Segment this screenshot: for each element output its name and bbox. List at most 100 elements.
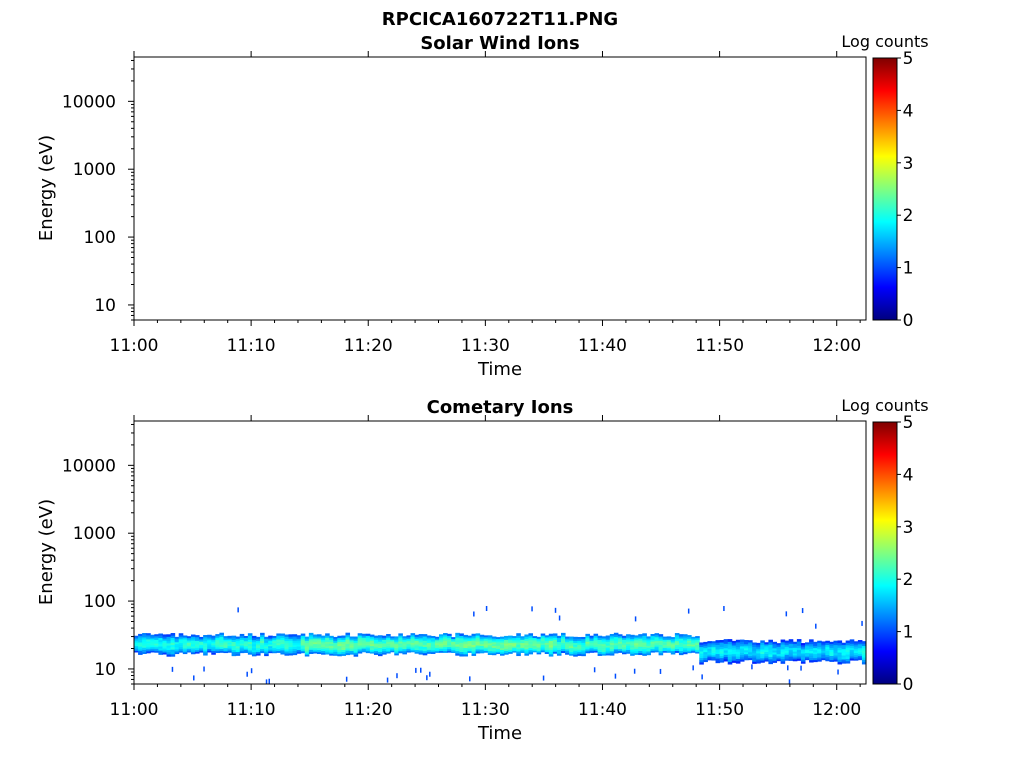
spectrogram-cell	[821, 645, 826, 648]
spectrogram-cell	[715, 640, 721, 643]
spectrogram-cell	[317, 640, 322, 643]
spectrogram-cell	[223, 639, 229, 642]
spectrogram-cell	[325, 647, 330, 651]
spectrogram-cell	[227, 637, 233, 640]
spectrogram-cell	[146, 639, 151, 642]
spectrogram-cell	[691, 639, 696, 642]
spectrogram-cell	[788, 639, 794, 642]
spectrogram-cell	[634, 641, 639, 644]
spectrogram-cell	[772, 660, 778, 663]
spectrogram-cell	[483, 638, 489, 641]
spectrogram-cell	[638, 646, 643, 649]
spectrogram-cell	[516, 639, 521, 643]
spectrogram-cell	[744, 652, 749, 655]
spectrogram-cell	[434, 649, 440, 652]
spectrogram-cell	[597, 639, 603, 643]
spectrogram-cell	[715, 656, 721, 659]
spectrogram-cell	[292, 638, 298, 641]
spectrogram-cell	[329, 639, 334, 642]
spectrogram-cell	[760, 658, 765, 661]
spectrogram-cell	[341, 641, 346, 644]
spectrogram-cell	[195, 636, 200, 640]
spectrogram-cell	[207, 639, 212, 643]
colorbar-gradient	[872, 421, 898, 685]
spectrogram-cell	[768, 651, 773, 655]
spectrogram-cell	[418, 644, 424, 647]
spectrogram-cell	[593, 650, 599, 653]
spectrogram-cell	[231, 653, 237, 657]
spectrogram-cell	[687, 647, 692, 650]
spectrogram-cell	[345, 639, 351, 642]
spectrogram-cell	[227, 640, 233, 643]
spectrogram-cell	[536, 647, 542, 650]
spectrogram-speckle	[193, 675, 195, 681]
spectrogram-cell	[849, 651, 855, 655]
spectrogram-cell	[300, 641, 306, 644]
spectrogram-cell	[784, 648, 790, 651]
spectrogram-cell	[410, 636, 416, 640]
spectrogram-cell	[670, 645, 676, 648]
spectrogram-cell	[312, 638, 318, 641]
spectrogram-cell	[528, 643, 534, 647]
spectrogram-cell	[735, 656, 741, 659]
spectrogram-cell	[593, 635, 599, 638]
x-tick-label: 11:10	[227, 336, 276, 356]
spectrogram-cell	[134, 648, 139, 651]
spectrogram-cell	[597, 637, 603, 641]
spectrogram-cell	[353, 648, 359, 651]
spectrogram-cell	[674, 636, 680, 640]
x-tick-label: 11:50	[695, 336, 744, 356]
spectrogram-cell	[597, 651, 603, 654]
spectrogram-cell	[719, 648, 725, 652]
spectrogram-cell	[195, 649, 200, 652]
figure-title: RPCICA160722T11.PNG	[382, 9, 618, 30]
spectrogram-cell	[532, 645, 538, 648]
spectrogram-cell	[471, 653, 477, 656]
spectrogram-cell	[369, 640, 375, 643]
spectrogram-cell	[146, 637, 151, 640]
spectrogram-cell	[678, 636, 684, 639]
spectrogram-cell	[170, 649, 176, 653]
spectrogram-cell	[256, 653, 261, 656]
spectrogram-cell	[467, 639, 473, 642]
spectrogram-cell	[447, 639, 452, 642]
spectrogram-cell	[471, 644, 477, 648]
spectrogram-cell	[569, 644, 574, 647]
spectrogram-cell	[292, 646, 298, 649]
spectrogram-cell	[760, 647, 765, 650]
spectrogram-cell	[439, 636, 444, 639]
spectrogram-cell	[516, 653, 521, 657]
spectrogram-cell	[646, 651, 651, 654]
spectrogram-cell	[430, 650, 436, 653]
spectrogram-cell	[353, 640, 359, 643]
spectrogram-cell	[561, 650, 566, 654]
colorbar-tick-label: 1	[903, 259, 914, 279]
spectrogram-cell	[199, 649, 204, 652]
spectrogram-cell	[744, 655, 749, 659]
spectrogram-cell	[341, 649, 346, 652]
spectrogram-cell	[434, 647, 440, 650]
spectrogram-cell	[744, 650, 749, 653]
spectrogram-cell	[544, 651, 550, 654]
spectrogram-cell	[691, 643, 696, 645]
spectrogram-cell	[739, 650, 745, 653]
spectrogram-cell	[223, 642, 229, 645]
spectrogram-cell	[756, 655, 761, 658]
spectrogram-cell	[296, 644, 302, 647]
spectrogram-cell	[666, 638, 672, 640]
spectrogram-cell	[288, 644, 294, 648]
spectrogram-cell	[715, 660, 721, 664]
spectrogram-cell	[471, 646, 477, 650]
spectrogram-cell	[190, 636, 196, 639]
spectrogram-speckle	[787, 665, 789, 671]
spectrogram-cell	[337, 639, 342, 643]
spectrogram-cell	[569, 646, 574, 649]
spectrogram-cell	[203, 643, 208, 646]
spectrogram-cell	[386, 641, 391, 644]
spectrogram-cell	[215, 639, 220, 642]
spectrogram-cell	[829, 659, 834, 662]
spectrogram-cell	[536, 648, 542, 651]
spectrogram-cell	[670, 637, 676, 640]
spectrogram-cell	[378, 637, 383, 640]
